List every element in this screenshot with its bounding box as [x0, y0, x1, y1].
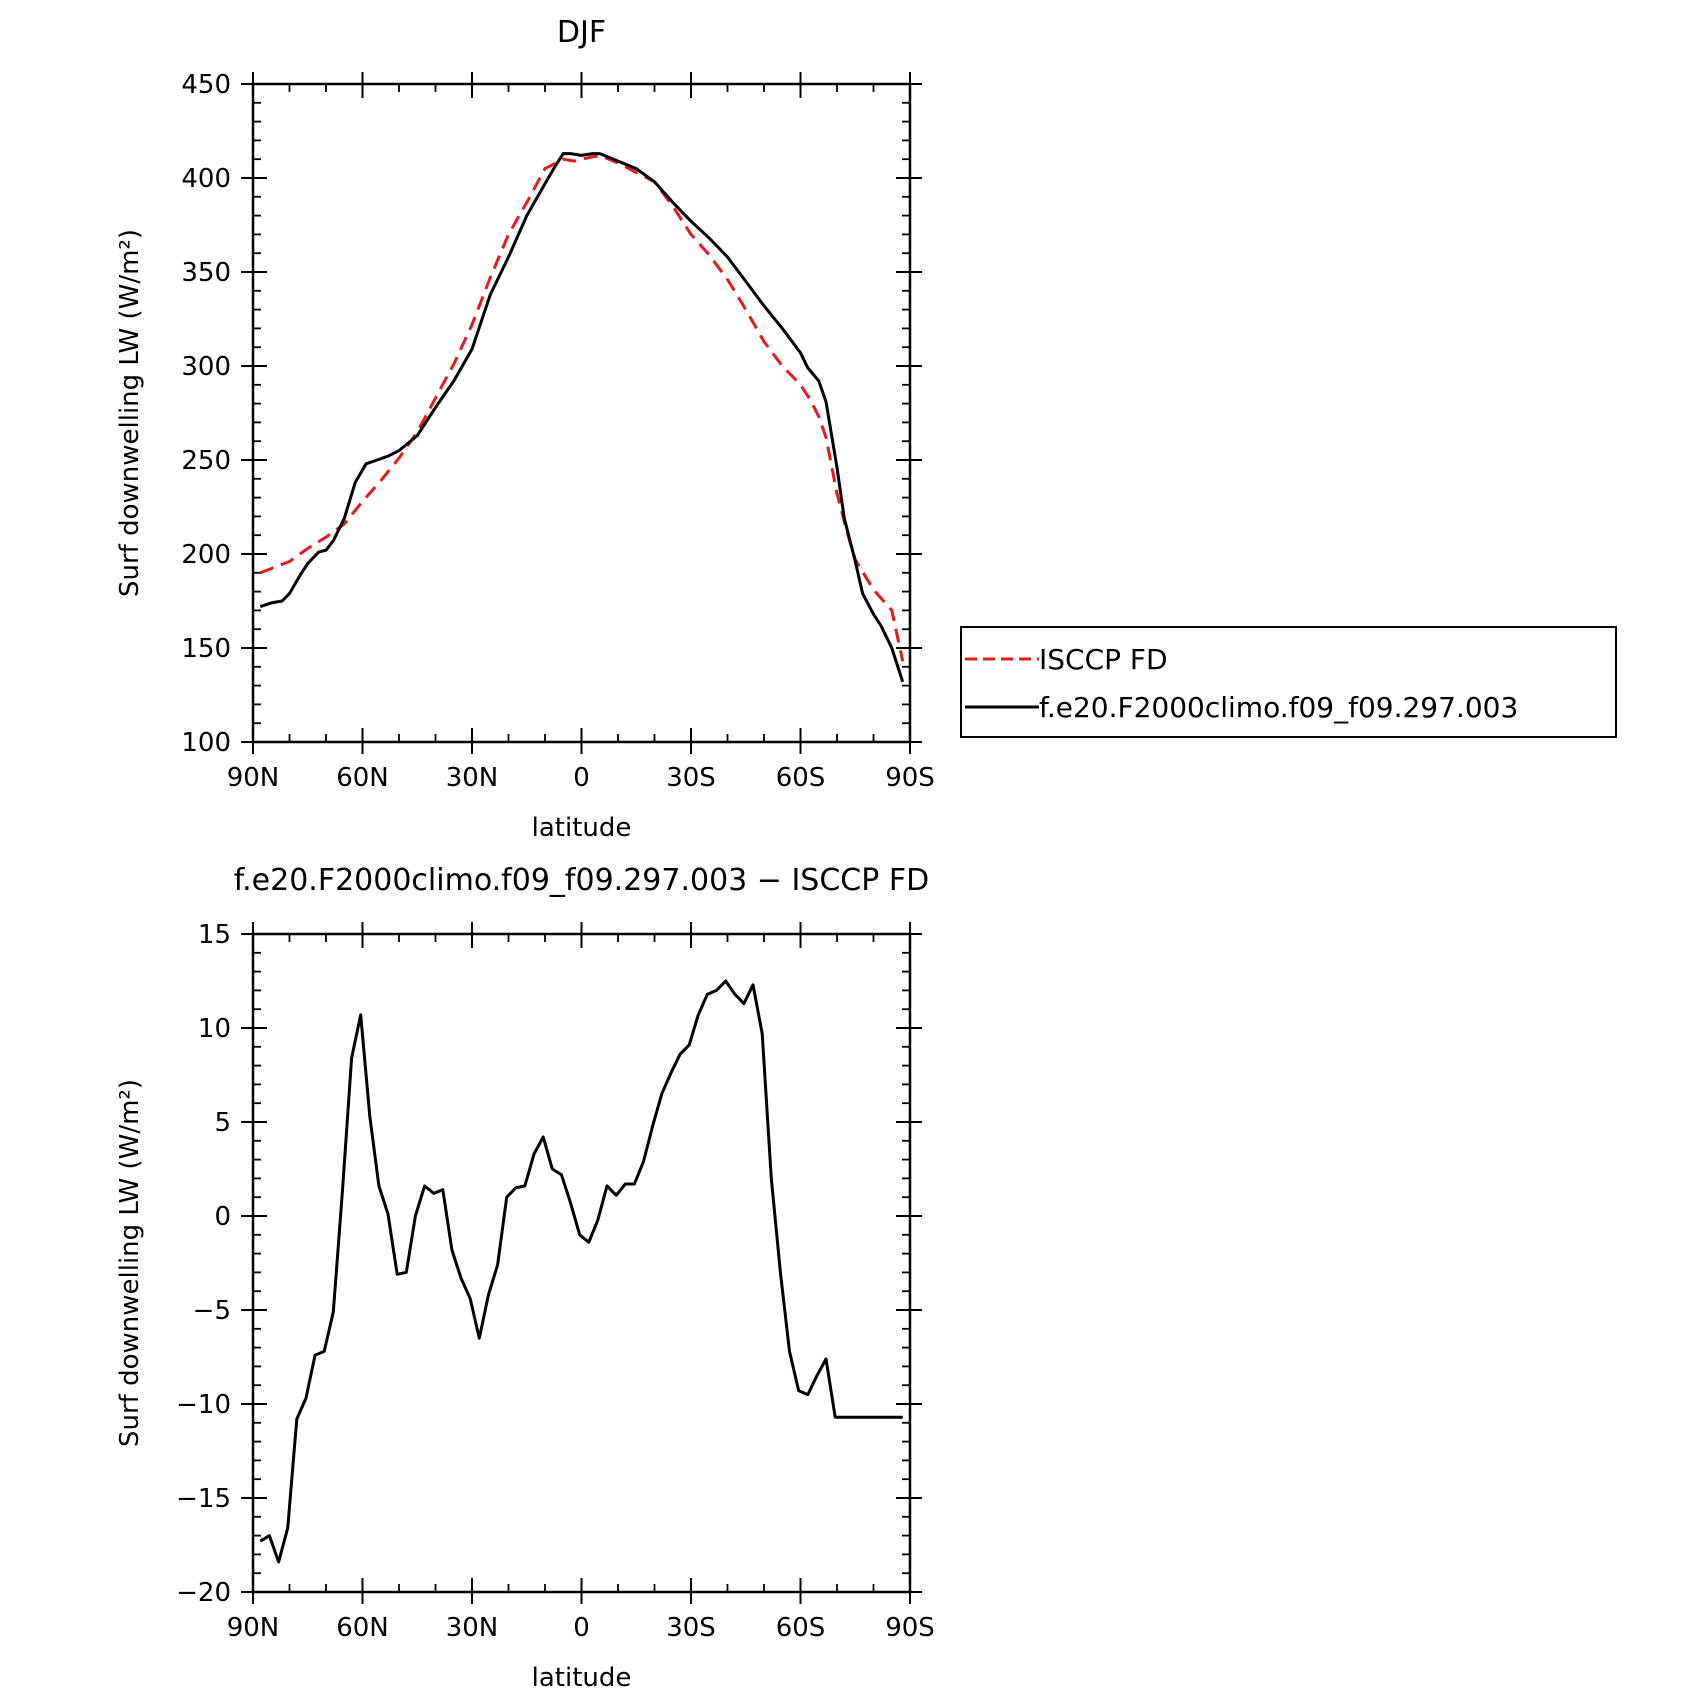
series-line-1: [259, 152, 905, 683]
y-tick-label: 250: [181, 446, 231, 476]
chart-djf-absolute: DJF 90N 60N 30N 0 30S 60S 90S 100 150 200 250 300 350…: [115, 15, 935, 843]
y-tick-label: 400: [181, 164, 231, 194]
y-tick-label: −5: [193, 1296, 231, 1326]
y-tick-label: 15: [198, 920, 231, 950]
series-line-0: [259, 153, 905, 662]
x-tick-label: 60S: [776, 1613, 826, 1643]
x-tick-label: 60N: [336, 763, 389, 793]
y-tick-label: 150: [181, 634, 231, 664]
legend-box: [960, 626, 1617, 738]
y-tick-label: 0: [214, 1202, 231, 1232]
x-tick-label: 60N: [336, 1613, 389, 1643]
y-tick-label: 450: [181, 70, 231, 100]
x-tick-label: 90N: [227, 763, 280, 793]
x-tick-label: 30S: [666, 763, 716, 793]
y-tick-label: −10: [176, 1390, 231, 1420]
y-tick-label: 300: [181, 352, 231, 382]
x-tick-label: 90S: [885, 1613, 935, 1643]
x-tick-label: 90N: [227, 1613, 280, 1643]
x-tick-label: 90S: [885, 763, 935, 793]
legend-label-0: ISCCP FD: [1039, 643, 1168, 676]
x-tick-label: 30N: [446, 1613, 499, 1643]
x-axis-label: latitude: [532, 1663, 632, 1693]
x-tick-label: 0: [573, 763, 590, 793]
y-tick-label: 100: [181, 728, 231, 758]
plot-frame: [251, 932, 912, 1594]
y-axis-label: Surf downwelling LW (W/m²): [115, 229, 145, 597]
y-axis-label: Surf downwelling LW (W/m²): [115, 1079, 145, 1447]
x-tick-label: 0: [573, 1613, 590, 1643]
y-tick-label: 10: [198, 1014, 231, 1044]
series-line-0: [259, 979, 903, 1564]
x-tick-label: 60S: [776, 763, 826, 793]
plot-frame: [251, 82, 912, 744]
y-tick-label: −20: [176, 1578, 231, 1608]
chart-title: DJF: [557, 15, 606, 50]
x-tick-label: 30N: [446, 763, 499, 793]
y-tick-label: −15: [176, 1484, 231, 1514]
chart-title: f.e20.F2000climo.f09_f09.297.003 − ISCCP…: [234, 863, 929, 898]
y-tick-label: 5: [214, 1108, 231, 1138]
x-axis-label: latitude: [532, 813, 632, 843]
x-tick-label: 30S: [666, 1613, 716, 1643]
y-tick-label: 200: [181, 540, 231, 570]
chart-difference: f.e20.F2000climo.f09_f09.297.003 − ISCCP…: [115, 863, 935, 1693]
y-tick-label: 350: [181, 258, 231, 288]
legend-label-1: f.e20.F2000climo.f09_f09.297.003: [1039, 691, 1518, 724]
legend: ISCCP FD f.e20.F2000climo.f09_f09.297.003: [960, 626, 1617, 738]
